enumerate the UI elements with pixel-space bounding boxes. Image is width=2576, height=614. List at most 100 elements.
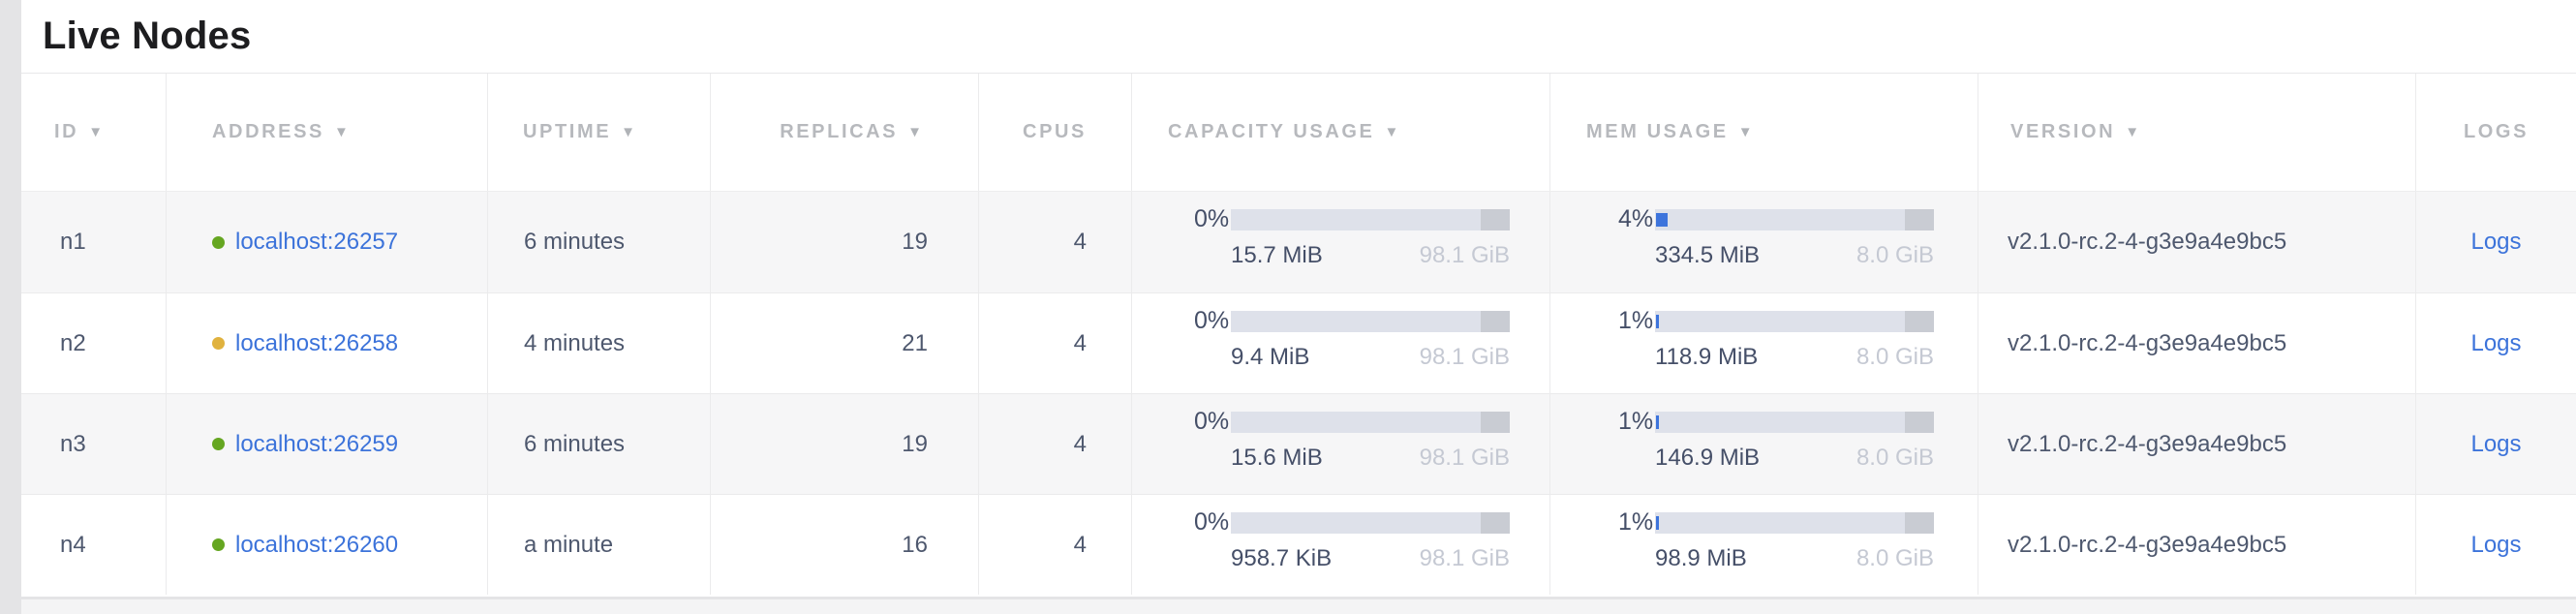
mem-usage-cell: 1% 98.9 MiB 8.0 GiB [1549,495,1978,595]
cpus-cell: 4 [978,495,1131,595]
capacity-bar-end-cap [1481,511,1510,534]
capacity-bar-end-cap [1481,208,1510,230]
mem-bar-end-cap [1905,511,1934,534]
mem-bar-end-cap [1905,310,1934,332]
page-title: Live Nodes [43,15,252,57]
node-address-link[interactable]: localhost:26260 [235,531,399,558]
sort-desc-icon[interactable]: ▼ [1384,124,1399,140]
mem-bar-fill [1656,314,1659,328]
sort-desc-icon[interactable]: ▼ [621,124,636,140]
sort-desc-icon[interactable]: ▼ [1737,124,1753,140]
mem-percent: 4% [1618,205,1654,232]
mem-bar [1655,310,1934,332]
column-header-version[interactable]: VERSION ▼ [1978,74,2415,191]
replicas-cell: 19 [710,192,978,292]
version-cell: v2.1.0-rc.2-4-g3e9a4e9bc5 [1978,495,2415,595]
column-header-label: REPLICAS [780,121,899,142]
node-health-dot-icon [212,235,225,249]
sort-desc-icon[interactable]: ▼ [907,124,922,140]
mem-total-label: 8.0 GiB [1855,242,1934,268]
table-row-n2: n2 localhost:26258 4 minutes 21 4 0% [21,292,2576,393]
capacity-total-label: 98.1 GiB [1419,545,1510,571]
mem-usage-cell: 4% 334.5 MiB 8.0 GiB [1549,192,1978,292]
mem-bar-end-cap [1905,411,1934,433]
column-header-label: LOGS [2463,121,2530,142]
capacity-usage-cell: 0% 958.7 KiB 98.1 GiB [1131,495,1549,595]
cpus-cell: 4 [978,394,1131,494]
capacity-used-label: 15.7 MiB [1231,242,1323,268]
sort-desc-icon[interactable]: ▼ [334,124,349,140]
uptime-cell: 4 minutes [487,293,710,393]
column-header-label: ADDRESS [212,121,324,142]
table-row-n3: n3 localhost:26259 6 minutes 19 4 0% [21,393,2576,494]
node-id-cell: n4 [60,531,86,558]
sort-desc-icon[interactable]: ▼ [2125,124,2140,140]
capacity-bar-end-cap [1481,411,1510,433]
table-header-row: ID ▼ ADDRESS ▼ UPTIME ▼ REPLICAS ▼ CPUS … [21,74,2576,192]
column-header-address[interactable]: ADDRESS ▼ [166,74,487,191]
node-id-cell: n1 [60,229,86,255]
logs-link[interactable]: Logs [2470,531,2522,558]
mem-total-label: 8.0 GiB [1855,545,1934,571]
node-address-cell: localhost:26259 [166,394,487,494]
logs-cell: Logs [2415,495,2576,595]
uptime-cell: 6 minutes [487,192,710,292]
capacity-usage-cell: 0% 15.6 MiB 98.1 GiB [1131,394,1549,494]
column-header-label: UPTIME [523,121,612,142]
capacity-bar-end-cap [1481,310,1510,332]
column-header-capacity-usage[interactable]: CAPACITY USAGE ▼ [1131,74,1549,191]
mem-usage-cell: 1% 146.9 MiB 8.0 GiB [1549,394,1978,494]
panel-title-bar: Live Nodes [21,0,2576,74]
version-cell: v2.1.0-rc.2-4-g3e9a4e9bc5 [1978,192,2415,292]
mem-bar-end-cap [1905,208,1934,230]
mem-bar [1655,411,1934,433]
cpus-cell: 4 [978,293,1131,393]
logs-link[interactable]: Logs [2470,329,2522,356]
column-header-id[interactable]: ID ▼ [21,74,166,191]
column-header-label: MEM USAGE [1586,121,1729,142]
capacity-bar [1231,411,1510,433]
capacity-usage-cell: 0% 9.4 MiB 98.1 GiB [1131,293,1549,393]
capacity-percent: 0% [1194,408,1230,435]
logs-link[interactable]: Logs [2470,229,2522,255]
column-header-label: CPUS [1023,121,1087,142]
capacity-percent: 0% [1194,205,1230,232]
node-id-cell: n3 [60,430,86,457]
column-header-mem-usage[interactable]: MEM USAGE ▼ [1549,74,1978,191]
mem-used-label: 334.5 MiB [1655,242,1761,268]
column-header-uptime[interactable]: UPTIME ▼ [487,74,710,191]
node-address-link[interactable]: localhost:26257 [235,229,399,255]
capacity-bar [1231,208,1510,230]
column-header-cpus: CPUS [978,74,1131,191]
node-health-dot-icon [212,337,225,350]
mem-used-label: 98.9 MiB [1655,545,1747,571]
mem-bar-fill [1656,212,1668,227]
mem-used-label: 118.9 MiB [1655,344,1759,370]
column-header-replicas[interactable]: REPLICAS ▼ [710,74,978,191]
node-health-dot-icon [212,538,225,551]
node-address-cell: localhost:26257 [166,192,487,292]
table-row-n4: n4 localhost:26260 a minute 16 4 0% [21,494,2576,595]
mem-bar-fill [1656,515,1659,530]
node-address-link[interactable]: localhost:26258 [235,329,399,356]
replicas-cell: 19 [710,394,978,494]
version-cell: v2.1.0-rc.2-4-g3e9a4e9bc5 [1978,293,2415,393]
column-header-label: ID [54,121,79,142]
mem-bar-fill [1656,414,1659,429]
capacity-percent: 0% [1194,508,1230,536]
column-header-logs: LOGS [2415,74,2576,191]
version-cell: v2.1.0-rc.2-4-g3e9a4e9bc5 [1978,394,2415,494]
node-address-link[interactable]: localhost:26259 [235,430,399,457]
capacity-bar [1231,310,1510,332]
mem-total-label: 8.0 GiB [1855,445,1934,471]
sort-desc-icon[interactable]: ▼ [88,124,104,140]
logs-link[interactable]: Logs [2470,430,2522,457]
uptime-cell: a minute [487,495,710,595]
logs-cell: Logs [2415,293,2576,393]
capacity-total-label: 98.1 GiB [1419,344,1510,370]
capacity-used-label: 9.4 MiB [1231,344,1310,370]
mem-bar [1655,208,1934,230]
mem-used-label: 146.9 MiB [1655,445,1761,471]
page-background-strip [21,599,2576,614]
